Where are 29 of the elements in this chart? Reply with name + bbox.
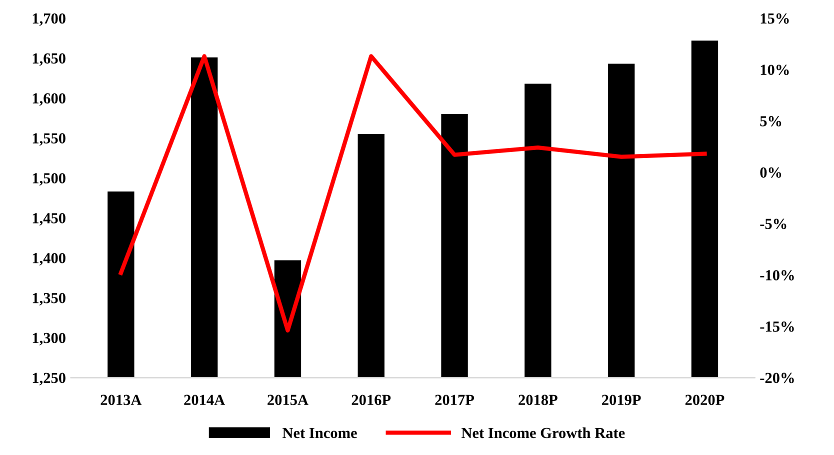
y2-tick-label: 0% (760, 167, 782, 178)
legend-label: Net Income (282, 428, 357, 438)
y2-tick-label: -20% (760, 372, 794, 384)
y-tick-label: 1,500 (32, 173, 66, 186)
y-tick-label: 1,250 (32, 372, 66, 386)
y2-tick-label: -5% (760, 218, 786, 230)
y-tick-label: 1,450 (32, 213, 66, 226)
y2-tick-label: 10% (760, 64, 789, 76)
y2-tick-label: -10% (760, 270, 794, 280)
x-tick-label: 2018P (518, 394, 558, 406)
x-tick-label: 2017P (435, 394, 474, 406)
x-tick-label: 2013A (100, 394, 142, 406)
y-tick-label: 1,600 (32, 93, 66, 106)
y-tick-label: 1,400 (32, 252, 66, 266)
line-series (118, 54, 707, 332)
y-tick-label: 1,300 (32, 332, 66, 346)
x-tick-label: 2020P (685, 394, 724, 406)
y2-tick-label: 5% (760, 116, 782, 126)
y-tick-label: 1,550 (32, 133, 66, 146)
y-tick-label: 1,350 (32, 292, 66, 306)
y-tick-label: 1,650 (32, 53, 66, 66)
x-tick-label: 2016P (352, 394, 391, 406)
x-tick-label: 2014A (184, 394, 226, 406)
legend-label: Net Income Growth Rate (461, 427, 625, 438)
x-tick-label: 2015A (268, 394, 308, 406)
y2-tick-label: 15% (760, 13, 789, 24)
x-tick-label: 2019P (602, 394, 641, 406)
y2-tick-label: -15% (760, 321, 794, 332)
y-tick-label: 1,700 (32, 13, 66, 26)
